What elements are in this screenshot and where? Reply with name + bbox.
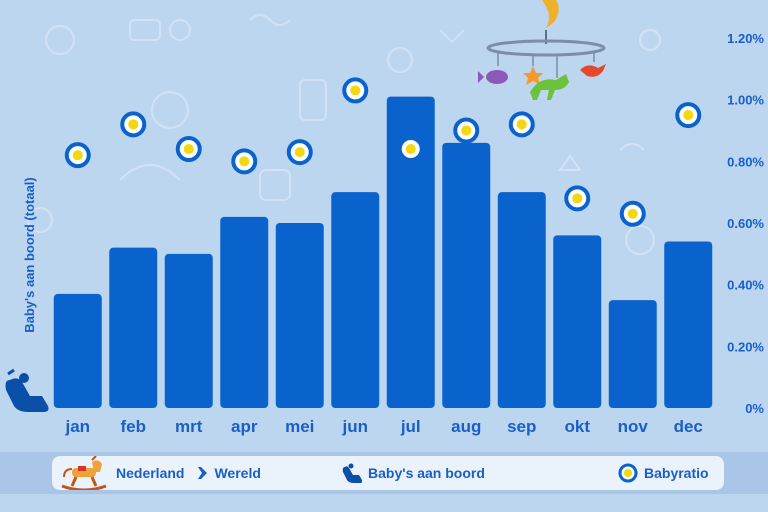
ratio-point-dec — [675, 102, 702, 129]
x-tick-sep: sep — [507, 417, 536, 436]
ratio-point-feb — [120, 111, 147, 138]
ratio-point-nov — [619, 200, 646, 227]
bar-aug — [442, 142, 491, 409]
x-tick-okt: okt — [565, 417, 591, 436]
y-tick-5: 1.00% — [727, 93, 764, 108]
baby-mobile-icon — [478, 0, 606, 100]
bar-jul — [386, 96, 435, 408]
x-tick-jun: jun — [342, 417, 369, 436]
x-tick-jul: jul — [400, 417, 421, 436]
x-tick-apr: apr — [231, 417, 258, 436]
y-tick-2: 0.40% — [727, 278, 764, 293]
bar-series — [53, 96, 713, 409]
legend: Nederland Wereld Baby's aan boord Babyra… — [52, 455, 724, 492]
baby-seat-icon — [342, 463, 363, 483]
legend-bars-label: Baby's aan boord — [368, 465, 485, 481]
x-tick-dec: dec — [674, 417, 703, 436]
y-tick-3: 0.60% — [727, 216, 764, 231]
legend-route-to: Wereld — [214, 465, 261, 481]
background-doodles — [27, 14, 661, 256]
legend-band: Nederland Wereld Baby's aan boord Babyra… — [0, 452, 768, 494]
legend-route: Nederland Wereld — [58, 455, 261, 492]
bar-mei — [275, 223, 324, 408]
x-tick-jan: jan — [64, 417, 90, 436]
bar-okt — [553, 235, 602, 408]
y-axis-label: Baby's aan boord (totaal) — [22, 177, 37, 333]
ratio-point-jun — [342, 77, 369, 104]
y-tick-6: 1.20% — [727, 31, 764, 46]
bar-dec — [664, 241, 713, 408]
bar-apr — [220, 216, 269, 408]
legend-ratio: Babyratio — [618, 456, 709, 490]
rocking-horse-icon — [58, 455, 110, 492]
legend-bars: Baby's aan boord — [342, 456, 485, 490]
x-tick-feb: feb — [121, 417, 147, 436]
ratio-point-aug — [453, 117, 480, 144]
ratio-point-okt — [564, 185, 591, 212]
y-tick-4: 0.80% — [727, 154, 764, 169]
y-tick-0: 0% — [745, 401, 764, 416]
ratio-point-jul — [397, 136, 424, 162]
bar-jan — [53, 293, 102, 408]
ratio-point-mei — [286, 139, 313, 166]
bar-nov — [608, 300, 657, 408]
x-tick-mei: mei — [285, 417, 314, 436]
y-axis-ticks: 0% 0.20% 0.40% 0.60% 0.80% 1.00% 1.20% — [727, 31, 764, 416]
bar-jun — [331, 192, 380, 408]
baby-seat-icon — [5, 368, 49, 412]
ratio-series — [64, 77, 702, 227]
bottom-strip — [0, 494, 768, 512]
ratio-point-sep — [508, 111, 535, 138]
ratio-point-mrt — [175, 136, 202, 162]
ratio-point-jan — [64, 142, 91, 169]
ratio-marker-icon — [618, 463, 638, 483]
legend-route-from: Nederland — [116, 465, 185, 481]
y-tick-1: 0.20% — [727, 339, 764, 354]
bar-mrt — [164, 253, 213, 408]
x-tick-aug: aug — [451, 417, 481, 436]
airplane-icon — [190, 466, 208, 480]
ratio-point-apr — [231, 148, 258, 175]
x-axis-labels: jan feb mrt apr mei jun jul aug sep okt nov dec — [64, 417, 702, 436]
legend-ratio-label: Babyratio — [644, 465, 709, 481]
bar-sep — [497, 192, 546, 408]
bar-feb — [109, 247, 158, 408]
x-tick-mrt: mrt — [175, 417, 203, 436]
x-tick-nov: nov — [618, 417, 649, 436]
